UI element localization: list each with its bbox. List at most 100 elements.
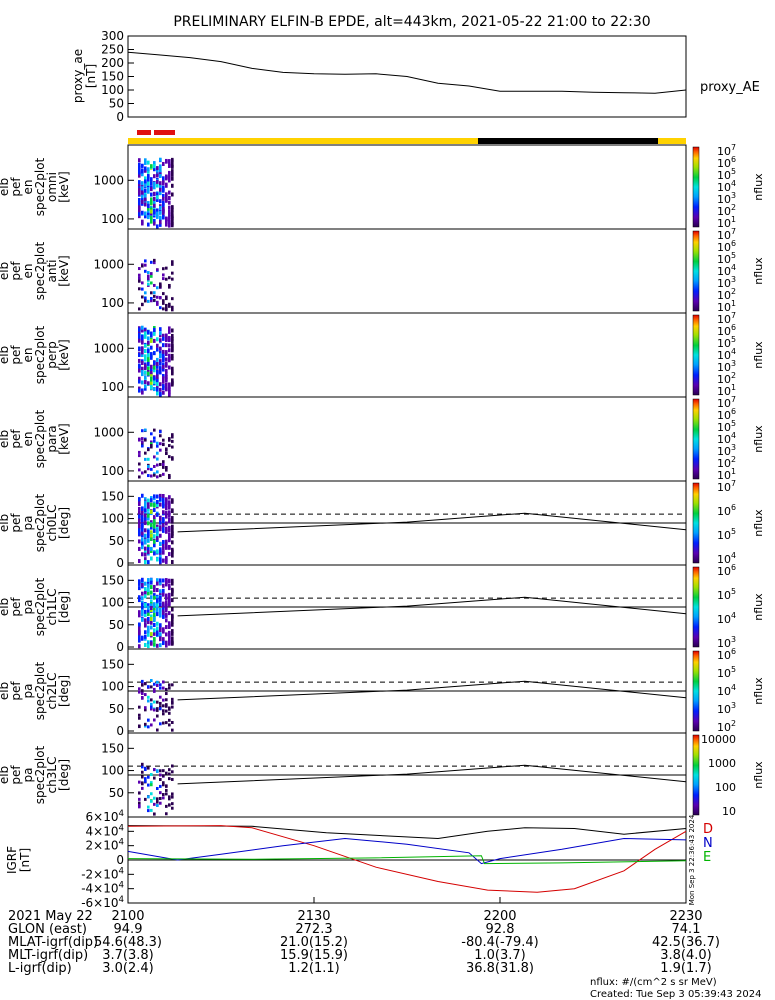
ylabel-line: [deg]	[57, 759, 71, 791]
spectrogram-pixel	[162, 301, 165, 305]
spectrogram-pixel	[147, 603, 150, 608]
spectrogram-pixel	[165, 613, 168, 618]
spectrogram-pixel	[168, 495, 171, 500]
spectrogram-pixel	[150, 355, 153, 360]
spectrogram-pixel	[159, 462, 162, 466]
spectrogram-pixel	[159, 778, 162, 782]
spectrogram-pixel	[141, 440, 144, 444]
spectrogram-pixel	[168, 598, 171, 603]
spectrogram-pixel	[159, 331, 162, 336]
spectrogram-pixel	[150, 215, 153, 220]
spectrogram-pixel	[159, 346, 162, 351]
spectrogram-pixel	[144, 179, 147, 184]
spectrogram-pixel	[156, 728, 159, 732]
spectrogram-pixel	[156, 470, 159, 474]
spectrogram-pixel	[156, 370, 159, 375]
ytick-label: 1000	[93, 425, 124, 439]
ylabel-line: pef	[9, 765, 23, 785]
colorbar-tick-label: 1000	[708, 757, 736, 770]
spectrogram-pixel	[171, 528, 174, 533]
spectrogram-pixel	[159, 541, 162, 546]
spectrogram-pixel	[162, 307, 165, 311]
spectrogram-pixel	[138, 204, 141, 209]
spectrogram-pixel	[159, 173, 162, 178]
spectrogram-pixel	[138, 450, 141, 454]
spectrogram-pixel	[156, 524, 159, 529]
spectrogram-pixel	[141, 609, 144, 614]
spectrogram-pixel	[147, 608, 150, 613]
spectrogram-pixel	[150, 219, 153, 224]
spectrogram-pixel	[144, 457, 147, 461]
spectrogram-pixel	[141, 602, 144, 607]
spectrogram-pixel	[159, 634, 162, 639]
spectrogram-pixel	[165, 582, 168, 587]
colorbar-tick-label: 107	[717, 479, 736, 494]
spectrogram-pixel	[150, 440, 153, 444]
spectrogram-pixel	[150, 698, 153, 702]
ylabel-line: spec2plot	[33, 493, 47, 552]
spectrogram-pixel	[162, 712, 165, 716]
spectrogram-pixel	[153, 628, 156, 633]
ytick-label: 50	[109, 534, 124, 548]
spectrogram-pixel	[150, 707, 153, 711]
spectrogram-pixel	[162, 550, 165, 555]
spectrogram-pixel	[153, 161, 156, 166]
colorbar-tick-label: 106	[717, 407, 736, 422]
spectrogram-pixel	[138, 352, 141, 357]
spectrogram-pixel	[165, 618, 168, 623]
spectrogram-pixel	[162, 211, 165, 216]
spectrogram-pixel	[147, 513, 150, 518]
spectrogram-pixel	[144, 357, 147, 362]
spectrogram-pixel	[159, 199, 162, 204]
spectrogram-pixel	[138, 475, 141, 479]
spectrogram-pixel	[156, 683, 159, 687]
colorbar-tick-label: 10000	[701, 733, 736, 746]
spectrogram-pixel	[168, 159, 171, 164]
spectrogram-pixel	[168, 455, 171, 459]
spectrogram-pixel	[168, 640, 171, 645]
spectrogram-pixel	[138, 595, 141, 600]
spectrogram-pixel	[156, 179, 159, 184]
spectrogram-pixel	[150, 164, 153, 169]
spectrogram-pixel	[153, 327, 156, 332]
spectrogram-pixel	[153, 521, 156, 526]
spectrogram-pixel	[147, 529, 150, 534]
spectrogram-pixel	[144, 193, 147, 198]
spectrogram-pixel	[165, 333, 168, 338]
spectrogram-pixel	[165, 529, 168, 534]
spectrogram-pixel	[168, 686, 171, 690]
spectrogram-pixel	[150, 197, 153, 202]
ytick-label: 50	[109, 97, 124, 111]
spectrogram-pixel	[159, 683, 162, 687]
ylabel-line: elb	[0, 682, 11, 700]
spectrogram-pixel	[168, 222, 171, 227]
spectrogram-pixel	[150, 370, 153, 375]
spectrogram-pixel	[153, 796, 156, 800]
spectrogram-pixel	[147, 685, 150, 689]
spectrogram-pixel	[144, 451, 147, 455]
spectrogram-pixel	[171, 764, 174, 768]
spectrogram-pixel	[153, 365, 156, 370]
spectrogram-pixel	[168, 545, 171, 550]
spectrogram-pixel	[171, 631, 174, 636]
spectrogram-pixel	[138, 805, 141, 809]
spectrogram-pixel	[171, 297, 174, 301]
spectrogram-pixel	[162, 497, 165, 502]
ytick-label: 150	[101, 741, 124, 755]
spectrogram-pixel	[150, 614, 153, 619]
spectrogram-pixel	[171, 607, 174, 612]
spectrogram-pixel	[168, 384, 171, 389]
spectrogram-pixel	[156, 302, 159, 306]
spectrogram-pixel	[162, 501, 165, 506]
spectrogram-pixel	[165, 643, 168, 648]
spectrogram-pixel	[153, 360, 156, 365]
spectrogram-pixel	[168, 336, 171, 341]
spectrogram-pixel	[171, 346, 174, 351]
spectrogram-pixel	[153, 593, 156, 598]
spectrogram-pixel	[147, 805, 150, 809]
ylabel-line: [deg]	[57, 591, 71, 623]
spectrogram-pixel	[171, 260, 174, 264]
spectrogram-pixel	[159, 493, 162, 498]
spectrogram-pixel	[171, 207, 174, 212]
